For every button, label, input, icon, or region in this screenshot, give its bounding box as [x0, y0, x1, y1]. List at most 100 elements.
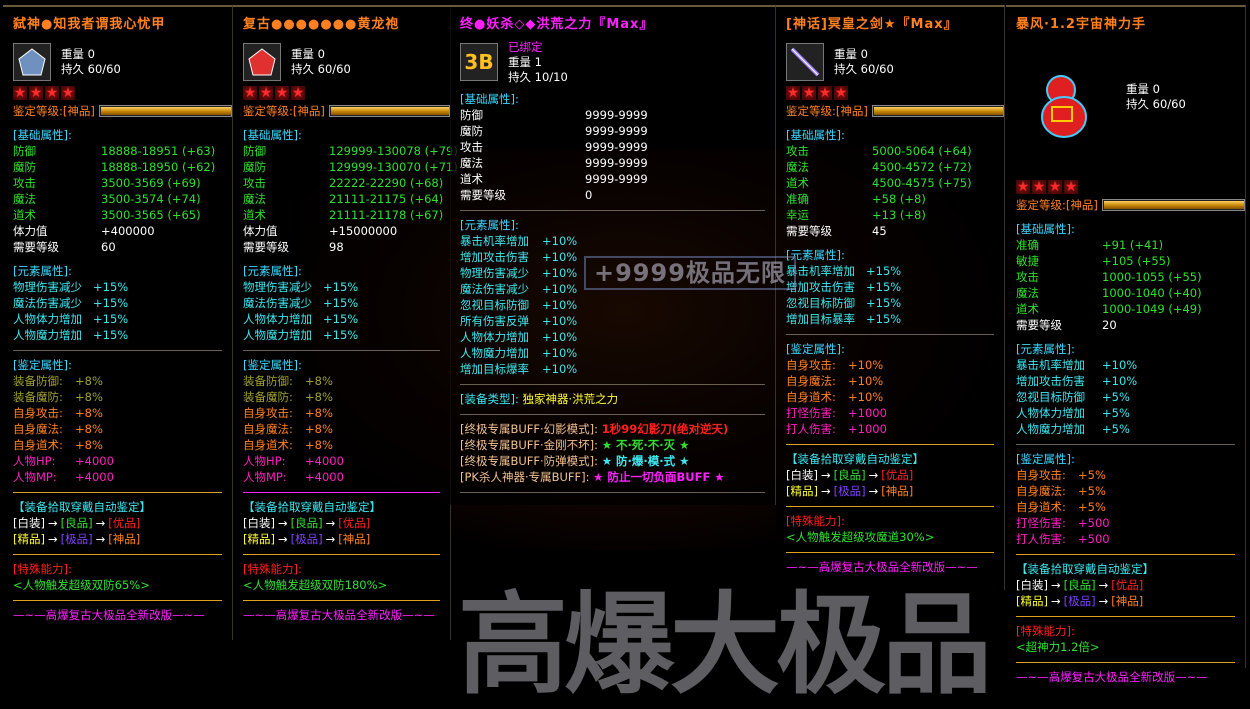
stat-value: 4500-4572 (+72): [872, 160, 972, 174]
stat-row: 人物体力增加 +5%: [1016, 405, 1245, 421]
tier-label: [白装]: [13, 516, 45, 530]
star-icon: ★: [13, 85, 27, 101]
stat-row: 准确 +91 (+41): [1016, 237, 1245, 253]
item-tooltip-armor: 弑神●知我者谓我心忧甲 重量 0 持久 60/60 ★ ★ ★ ★ 鉴定等级: [神品] …: [3, 5, 233, 640]
section-header: [元素属性]:: [1016, 342, 1075, 356]
stat-row: 物理伤害减少 +15%: [243, 279, 450, 295]
stat-name: 魔法: [786, 160, 809, 174]
grade-label: 鉴定等级:: [1016, 197, 1066, 212]
element-name: 人物体力增加: [460, 330, 529, 344]
stat-value: 18888-18950 (+62): [101, 160, 216, 174]
divider: [243, 350, 440, 351]
stat-name: 攻击: [13, 176, 36, 190]
footer-row: —~—高爆复古大极品全新改版—~—: [786, 559, 1004, 575]
stat-name: 需要等级: [243, 240, 289, 254]
stat-name: 攻击: [1016, 270, 1039, 284]
type-label: [装备类型]:: [460, 392, 519, 406]
stat-row: 准确 +58 (+8): [786, 191, 1004, 207]
ident-name: 自身攻击:: [786, 358, 836, 372]
stat-row: 魔法 1000-1040 (+40): [1016, 285, 1245, 301]
stat-row: 装备魔防: +8%: [243, 389, 450, 405]
divider: [243, 600, 440, 601]
footer-banner: —~—高爆复古大极品全新改版—~—: [13, 608, 205, 622]
stat-row: 打人伤害: +500: [1016, 531, 1245, 547]
stat-value: 129999-130078 (+79): [329, 144, 458, 158]
special-row: <人物触发超级双防65%>: [13, 577, 232, 593]
star-icon: ★: [1016, 179, 1030, 195]
item-name: 暴风·1.2宇宙神力手: [1016, 17, 1146, 32]
stat-row: 增加攻击伤害 +15%: [786, 279, 1004, 295]
tier-label: [精品]: [13, 532, 45, 546]
item-tooltip-gauntlet: 暴风·1.2宇宙神力手 重量 0 持久 60/60 ★ ★ ★ ★ 鉴定等级: [神品] …: [1006, 5, 1246, 684]
ident-value: +8%: [75, 438, 103, 452]
stat-value: 3500-3565 (+65): [101, 208, 201, 222]
special-ability: <超神力1.2倍>: [1016, 640, 1100, 654]
grade-value: [神品]: [1065, 197, 1098, 212]
arrow-icon: →: [47, 532, 58, 546]
element-section: [元素属性]: 物理伤害减少 +15% 魔法伤害减少 +15% 人物体力增加 +15% 人物魔…: [243, 263, 450, 343]
weight-label: 重量: [291, 47, 314, 61]
ident-value: +5%: [1078, 484, 1106, 498]
stat-name: 防御: [460, 108, 483, 122]
stat-row: 道术 3500-3565 (+65): [13, 207, 232, 223]
divider: [786, 552, 994, 553]
weight-label: 重量: [508, 54, 531, 69]
autoid-header: 【装备拾取穿戴自动鉴定】: [13, 500, 151, 514]
stat-row: 忽视目标防御 +5%: [1016, 389, 1245, 405]
element-name: 魔法伤害减少: [460, 282, 529, 296]
special-header-row: [特殊能力]:: [13, 561, 232, 577]
buff-label: [终极专属BUFF·金刚不坏]:: [460, 438, 599, 452]
tier-label: [良品]: [290, 516, 323, 530]
equip-type-row: [装备类型]: 独家神器·洪荒之力: [460, 391, 775, 407]
tier-label: [极品]: [833, 484, 866, 498]
grade-row: 鉴定等级: [神品]: [786, 102, 1004, 119]
element-value: +15%: [323, 296, 359, 310]
element-value: +15%: [323, 312, 359, 326]
divider: [460, 414, 765, 415]
special-ability: <人物触发超级攻魔道30%>: [786, 530, 935, 544]
stat-value: 9999-9999: [585, 108, 648, 122]
tier-label: [白装]: [786, 468, 818, 482]
special-header: [特殊能力]:: [13, 562, 72, 576]
element-name: 人物魔力增加: [1016, 422, 1085, 436]
ident-name: 自身攻击:: [13, 406, 63, 420]
stat-row: 人物魔力增加 +15%: [13, 327, 232, 343]
ident-value: +1000: [848, 422, 887, 436]
stat-name: 准确: [786, 192, 809, 206]
autoid-header-row: 【装备拾取穿戴自动鉴定】: [13, 499, 232, 515]
stat-value: 9999-9999: [585, 124, 648, 138]
weight-row: 重量 0: [1126, 82, 1186, 97]
stat-name: 防御: [13, 144, 36, 158]
durability-row: 持久 10/10: [508, 70, 568, 85]
weight-row: 重量 1: [508, 55, 568, 70]
ident-name: 自身道术:: [786, 390, 836, 404]
weight-value: 0: [1152, 82, 1160, 96]
grade-bar: [1101, 198, 1245, 211]
element-name: 人物体力增加: [243, 312, 312, 326]
stat-row: 需要等级 60: [13, 239, 232, 255]
stat-row: 道术 4500-4575 (+75): [786, 175, 1004, 191]
stat-row: 攻击 9999-9999: [460, 139, 775, 155]
element-name: 物理伤害减少: [243, 280, 312, 294]
ident-value: +8%: [305, 374, 333, 388]
stat-row: 人物魔力增加 +5%: [1016, 421, 1245, 437]
stat-row: 装备防御: +8%: [243, 373, 450, 389]
ident-value: +8%: [305, 390, 333, 404]
tier-label: [优品]: [1111, 578, 1144, 592]
stat-name: 道术: [786, 176, 809, 190]
ident-value: +8%: [75, 374, 103, 388]
stat-row: 魔法伤害减少 +15%: [243, 295, 450, 311]
ident-name: 装备防御:: [243, 374, 293, 388]
element-name: 人物魔力增加: [243, 328, 312, 342]
stat-row: 增加攻击伤害 +10%: [1016, 373, 1245, 389]
footer-row: —~—高爆复古大极品全新改版—~—: [13, 607, 232, 623]
ident-section: [鉴定属性]: 装备防御: +8% 装备魔防: +8% 自身攻击: +8% 自身魔法: +8% 自…: [13, 357, 232, 485]
ident-value: +8%: [305, 438, 333, 452]
item-tooltip-emblem: 终●妖杀◇◆洪荒之力『Max』 3B 已绑定 重量 1 持久 10/10 [基础属…: [450, 5, 776, 505]
element-name: 忽视目标防御: [460, 298, 529, 312]
element-name: 增加攻击伤害: [786, 280, 855, 294]
stat-name: 需要等级: [786, 224, 832, 238]
arrow-icon: →: [820, 468, 831, 482]
ident-name: 自身道术:: [13, 438, 63, 452]
watermark-small: +9999极品无限: [584, 256, 796, 290]
